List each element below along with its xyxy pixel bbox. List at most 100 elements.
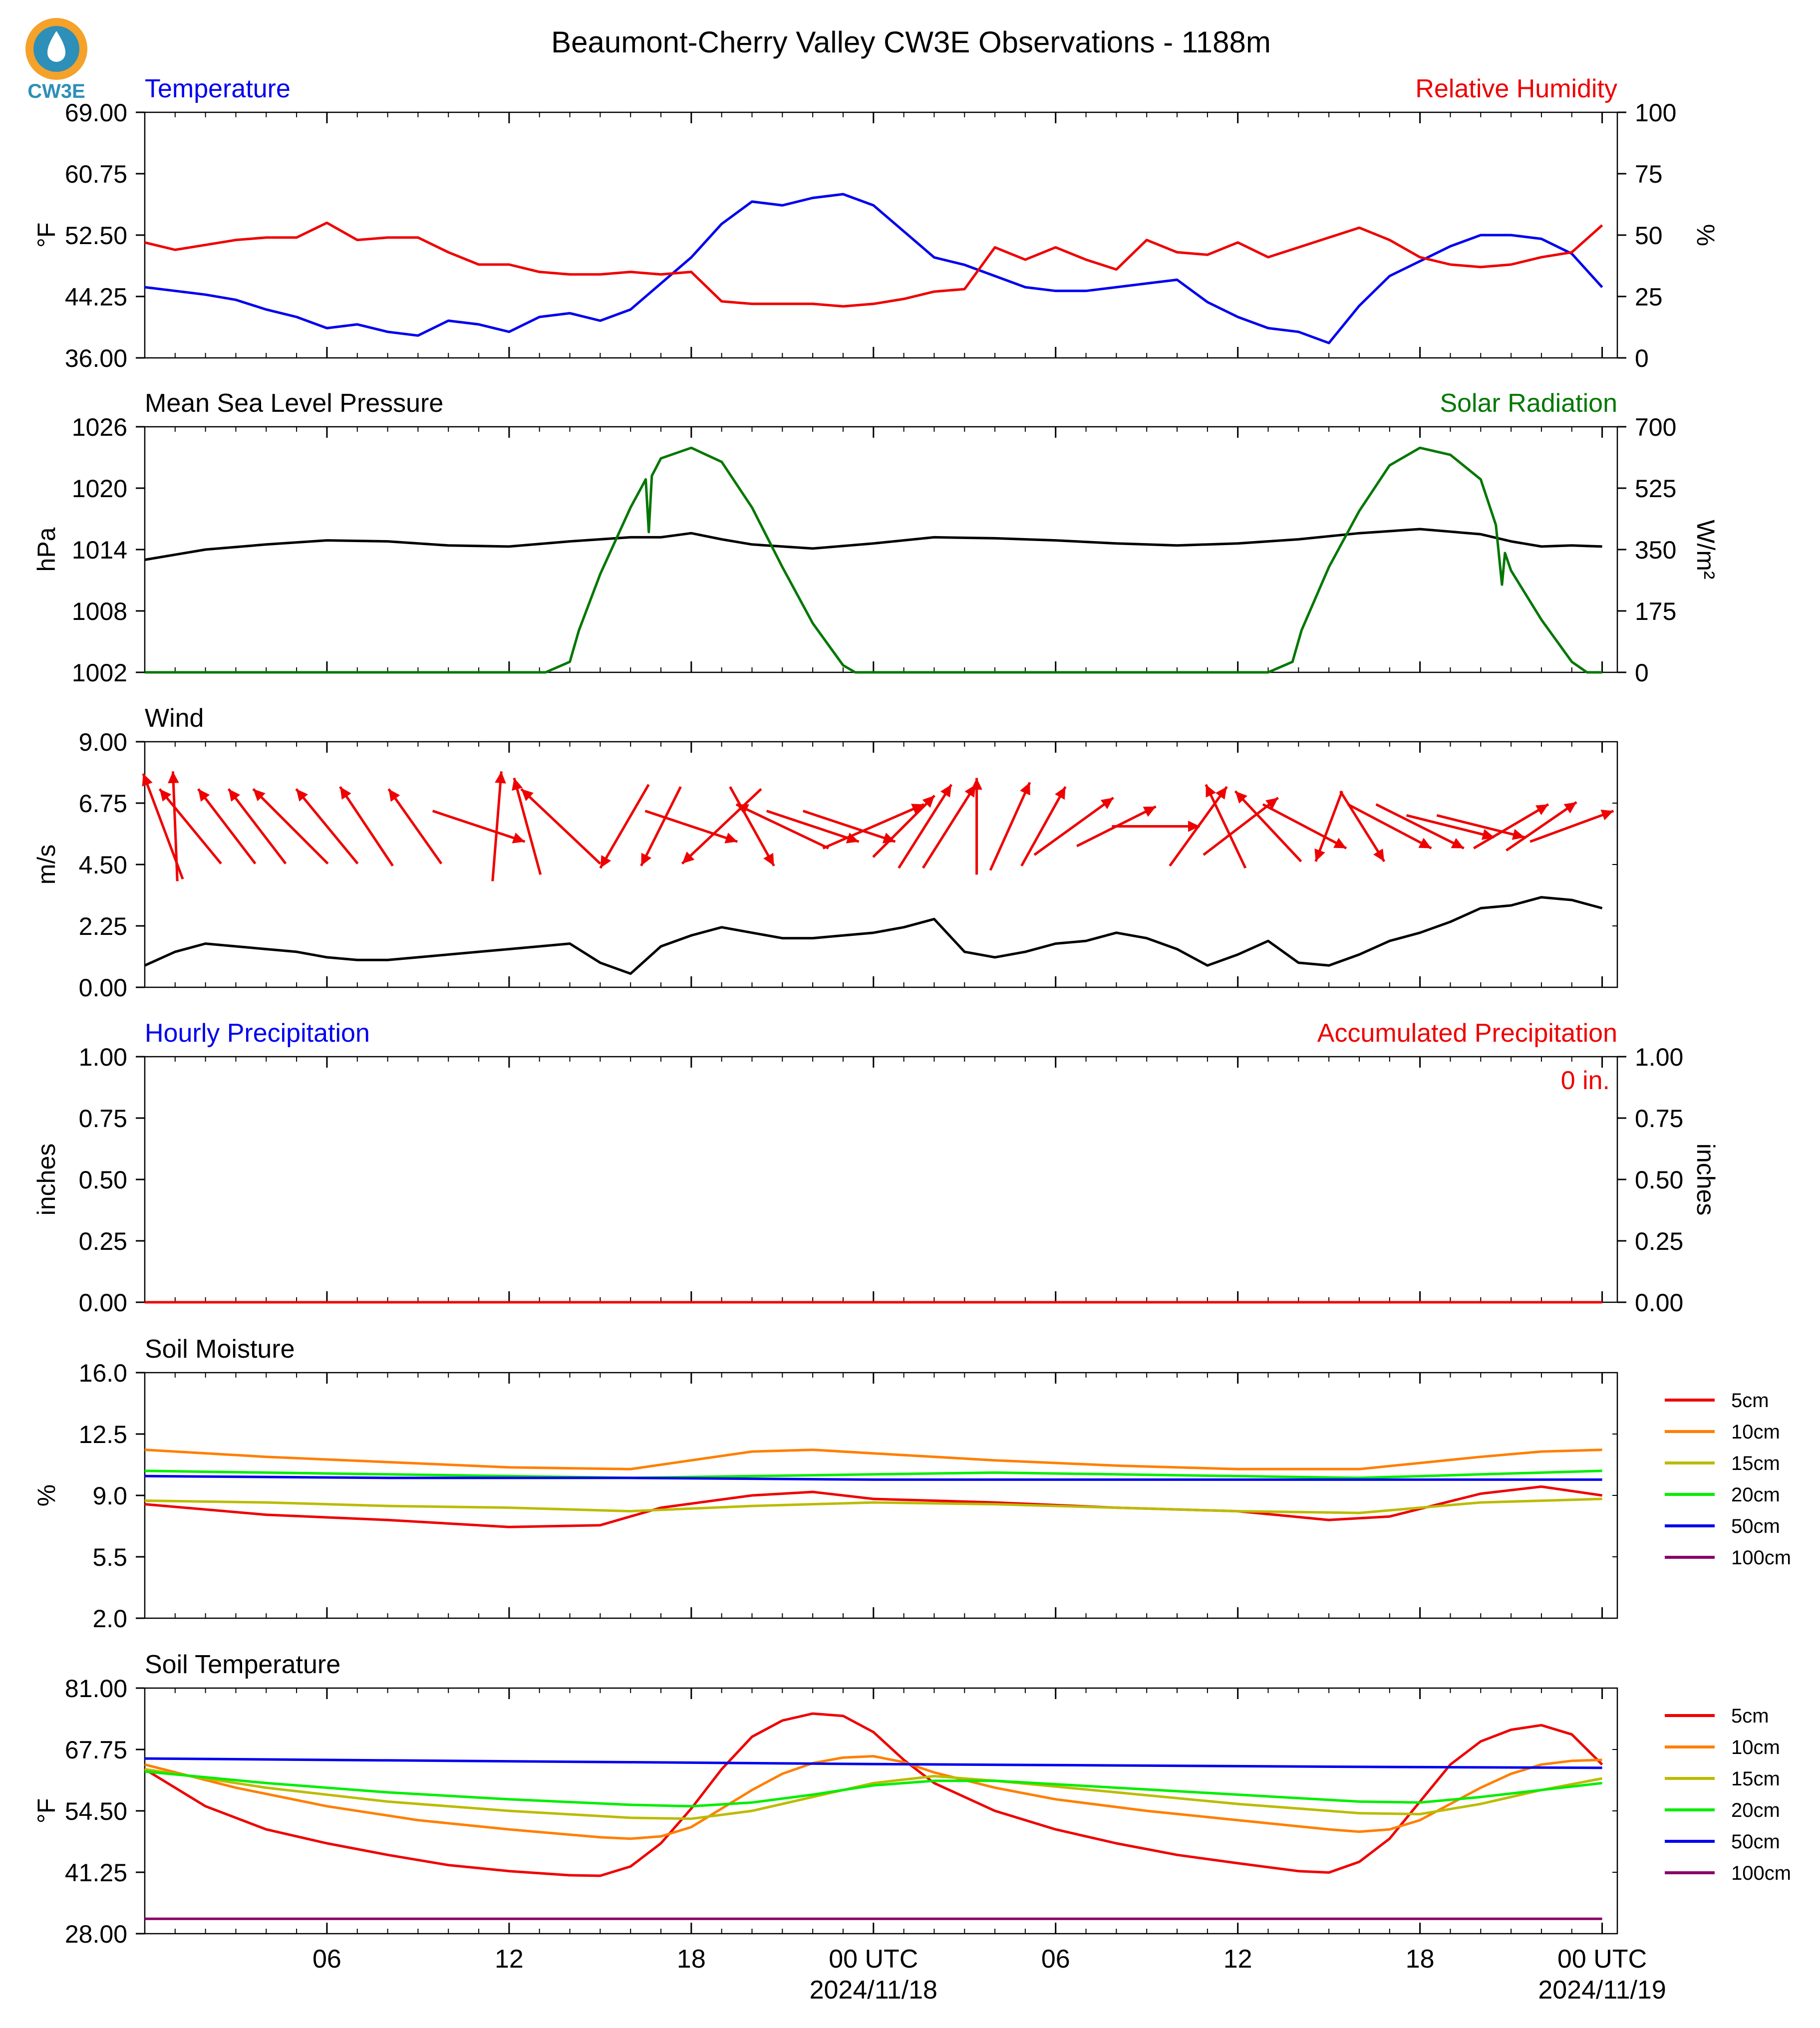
y-tick-label-left: 81.00 bbox=[65, 1675, 127, 1703]
wind-arrow bbox=[1347, 803, 1432, 850]
cw3e-logo: CW3E bbox=[25, 18, 87, 102]
wind-arrow bbox=[1339, 790, 1386, 863]
wind-arrow bbox=[227, 788, 287, 865]
wind-arrow bbox=[1529, 810, 1614, 843]
wind-arrow bbox=[640, 786, 682, 867]
y-tick-label-left: 1.00 bbox=[79, 1043, 127, 1071]
wind-arrow-head bbox=[1143, 806, 1156, 817]
y-tick-label-left: 28.00 bbox=[65, 1920, 127, 1948]
wind-arrow-head bbox=[512, 778, 523, 791]
y-tick-label-left: 52.50 bbox=[65, 222, 127, 250]
wind-arrow-head bbox=[971, 778, 982, 790]
series-line-10cm bbox=[144, 1755, 1602, 1840]
legend-label: 10cm bbox=[1731, 1421, 1780, 1443]
series-line-20cm bbox=[144, 1770, 1602, 1808]
series-line-10cm bbox=[144, 1449, 1602, 1470]
panel-title-right: Accumulated Precipitation bbox=[1317, 1019, 1617, 1048]
wind-arrow-head bbox=[1600, 810, 1614, 821]
wind-arrow-head bbox=[1333, 838, 1347, 849]
y-tick-label-left: 36.00 bbox=[65, 344, 127, 372]
x-tick-label: 06 bbox=[1041, 1945, 1070, 1974]
wind-arrow-shaft bbox=[513, 778, 542, 875]
legend-label: 50cm bbox=[1731, 1831, 1780, 1853]
wind-arrow-shaft bbox=[171, 771, 179, 881]
wind-arrow bbox=[168, 771, 179, 881]
wind-arrow-shaft bbox=[681, 788, 762, 865]
wind-arrow bbox=[491, 771, 506, 881]
panel-frame bbox=[144, 1372, 1618, 1619]
wind-arrow-shaft bbox=[1020, 786, 1067, 867]
wind-arrow-head bbox=[1418, 838, 1432, 849]
wind-arrow-shaft bbox=[339, 786, 394, 867]
y-tick-label-left: 1002 bbox=[72, 659, 127, 687]
logo-droplet-icon bbox=[47, 31, 65, 62]
series-line-15cm bbox=[144, 1768, 1603, 1820]
y-tick-label-left: 5.5 bbox=[92, 1543, 127, 1571]
panel-title-right: Solar Radiation bbox=[1440, 389, 1617, 418]
wind-arrow-shaft bbox=[766, 810, 860, 843]
y-tick-label-left: 1014 bbox=[72, 536, 127, 564]
series-line-temperature bbox=[144, 193, 1603, 344]
wind-arrow-head bbox=[1563, 802, 1577, 814]
wind-arrow-shaft bbox=[729, 786, 775, 867]
wind-arrow bbox=[898, 784, 953, 869]
series-line-15cm bbox=[144, 1497, 1602, 1514]
wind-arrow bbox=[1020, 786, 1067, 867]
y-tick-label-left: 2.25 bbox=[79, 912, 127, 940]
wind-arrow-shaft bbox=[158, 788, 222, 865]
y-tick-label-right: 75 bbox=[1635, 160, 1663, 188]
y-tick-label-left: 1020 bbox=[72, 475, 127, 503]
wind-arrow-head bbox=[1188, 821, 1200, 832]
chart-panels: 36.00 44.25 52.50 60.75 69.00 0 25 50 75 100 °F % Te… bbox=[32, 74, 1791, 1948]
wind-arrow-shaft bbox=[989, 782, 1031, 871]
wind-arrow-shaft bbox=[1339, 790, 1386, 863]
legend-label: 5cm bbox=[1731, 1705, 1769, 1727]
wind-arrow-head bbox=[1206, 784, 1216, 798]
wind-arrow bbox=[1506, 801, 1577, 852]
wind-arrows bbox=[142, 771, 1614, 881]
wind-arrow-head bbox=[495, 771, 506, 784]
y-axis-label-left: hPa bbox=[32, 527, 60, 572]
y-tick-label-right: 0.00 bbox=[1635, 1289, 1683, 1317]
wind-arrow-shaft bbox=[1169, 786, 1228, 867]
wind-arrow bbox=[1033, 797, 1114, 856]
wind-arrow bbox=[295, 788, 359, 865]
y-tick-label-left: 1008 bbox=[72, 597, 127, 625]
panel-temp_rh: 36.00 44.25 52.50 60.75 69.00 0 25 50 75 100 °F % Te… bbox=[32, 74, 1720, 372]
wind-arrow bbox=[872, 795, 935, 858]
series-line-5cm bbox=[144, 1712, 1603, 1877]
wind-arrow bbox=[1314, 791, 1343, 862]
y-tick-label-left: 0.25 bbox=[79, 1227, 127, 1255]
wind-arrow-shaft bbox=[520, 788, 602, 865]
wind-arrow bbox=[1436, 814, 1525, 840]
legend-label: 100cm bbox=[1731, 1862, 1791, 1884]
wind-arrow-head bbox=[253, 789, 266, 802]
wind-arrow-head bbox=[846, 833, 859, 844]
wind-arrow bbox=[971, 778, 982, 875]
logo-text: CW3E bbox=[27, 80, 85, 102]
panel-pressure_solar: 1002 1008 1014 1020 1026 0 175 350 525 700 hPa W/m²… bbox=[32, 389, 1720, 687]
wind-arrow-head bbox=[682, 851, 695, 864]
wind-arrow bbox=[681, 788, 762, 865]
wind-arrow-shaft bbox=[197, 788, 257, 865]
wind-arrow-shaft bbox=[1205, 784, 1247, 869]
wind-arrow-head bbox=[1373, 849, 1385, 862]
wind-arrow bbox=[432, 810, 526, 844]
panel-title-left: Soil Moisture bbox=[145, 1335, 295, 1364]
y-axis-label-right: inches bbox=[1692, 1144, 1720, 1216]
wind-arrow-shaft bbox=[921, 784, 977, 869]
wind-arrow-shaft bbox=[1033, 797, 1114, 856]
y-tick-label-left: 44.25 bbox=[65, 283, 127, 311]
wind-arrow-shaft bbox=[1375, 803, 1465, 850]
y-tick-label-left: 1026 bbox=[72, 413, 127, 441]
wind-arrow bbox=[1169, 786, 1228, 867]
wind-arrow-head bbox=[1235, 791, 1247, 804]
panel-legend: 5cm 10cm 15cm 20cm 50cm 100cm bbox=[1665, 1390, 1791, 1569]
panel-title-left: Hourly Precipitation bbox=[145, 1019, 370, 1048]
series-line-wind bbox=[144, 896, 1603, 975]
wind-arrow-head bbox=[724, 833, 738, 844]
wind-arrow-head bbox=[940, 784, 951, 798]
y-axis-label-left: inches bbox=[32, 1144, 60, 1216]
wind-arrow-head bbox=[512, 833, 525, 844]
